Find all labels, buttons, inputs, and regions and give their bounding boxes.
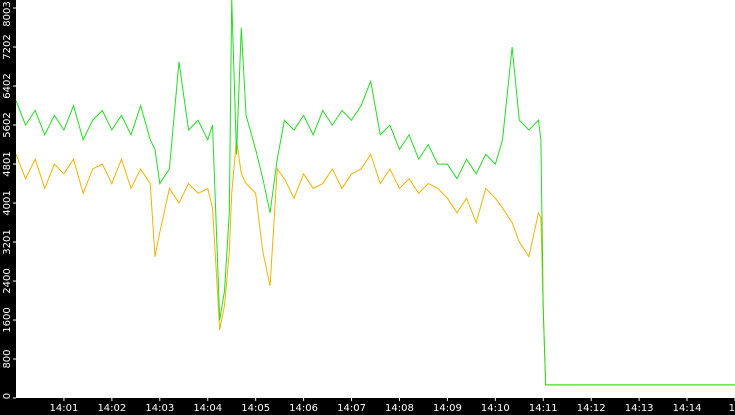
y-tick-label: 2400 — [2, 268, 13, 293]
y-tick-label: 6402 — [2, 73, 13, 98]
y-tick-label: 4801 — [2, 151, 13, 176]
series-line — [16, 0, 735, 386]
y-tick-label: 0 — [2, 393, 13, 399]
y-tick-label: 3201 — [2, 229, 13, 254]
x-tick-label: 14:08 — [385, 403, 414, 414]
y-tick-label: 5602 — [2, 112, 13, 137]
x-tick-label: 14:05 — [241, 403, 270, 414]
x-tick-label: 14:06 — [289, 403, 318, 414]
y-tick-label: 8003 — [2, 1, 13, 26]
x-tick-label: 14:13 — [625, 403, 654, 414]
x-tick-label: 14:09 — [433, 403, 462, 414]
x-tick-label: 14:04 — [193, 403, 222, 414]
y-tick-label: 800 — [2, 349, 13, 368]
y-axis-band — [0, 0, 16, 415]
x-tick-label: 14:03 — [145, 403, 174, 414]
x-tick-label: 14:01 — [50, 403, 79, 414]
x-tick-label: 14:12 — [577, 403, 606, 414]
x-tick-label: 14:11 — [529, 403, 558, 414]
y-tick-label: 1600 — [2, 307, 13, 332]
plot-area — [16, 0, 735, 386]
x-tick-label: 14:10 — [481, 403, 510, 414]
x-tick-label: 14:07 — [337, 403, 366, 414]
y-tick-label: 7202 — [2, 34, 13, 59]
x-axis-band — [0, 398, 735, 415]
x-tick-label: 14:02 — [97, 403, 126, 414]
x-tick-label: 14 — [729, 403, 735, 414]
series-line — [16, 139, 735, 386]
x-tick-label: 14:14 — [673, 403, 702, 414]
y-tick-label: 4001 — [2, 190, 13, 215]
